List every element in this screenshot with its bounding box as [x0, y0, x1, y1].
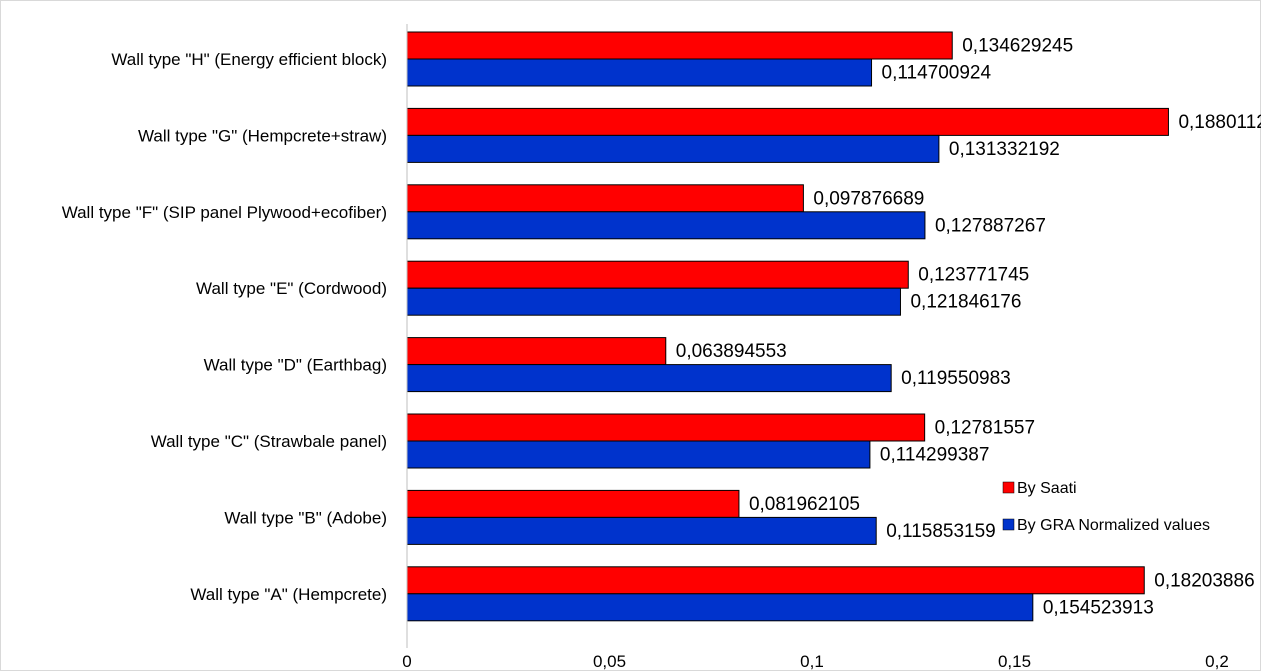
bar-gra: [406, 287, 901, 316]
data-labels: 0,134629245 0,114700924 0,188011235 0,13133…: [676, 36, 1261, 619]
x-tick-label: 0: [402, 652, 411, 671]
bar-saati: [406, 337, 667, 366]
bar-saati: [406, 260, 909, 289]
x-tick-label: 0,15: [998, 652, 1031, 671]
data-label-gra: 0,154523913: [1043, 597, 1154, 618]
data-label-saati: 0,097876689: [813, 188, 924, 209]
bar-gra: [406, 58, 873, 87]
data-label-saati: 0,18203886: [1154, 570, 1254, 591]
data-label-saati: 0,063894553: [676, 341, 787, 362]
bar-saati: [406, 184, 804, 213]
x-tick-label: 0,05: [593, 652, 626, 671]
category-label: Wall type "B" (Adobe): [224, 508, 387, 527]
x-axis: 0 0,05 0,1 0,15 0,2: [402, 24, 1229, 671]
category-label: Wall type "H" (Energy efficient block): [111, 50, 387, 69]
legend-swatch: [1002, 518, 1015, 531]
data-label-gra: 0,127887267: [935, 215, 1046, 236]
bar-gra: [406, 364, 892, 393]
bar-gra: [406, 211, 926, 240]
category-label: Wall type "A" (Hempcrete): [190, 585, 387, 604]
bar-gra: [406, 593, 1034, 622]
legend-label: By Saati: [1017, 480, 1077, 497]
data-label-saati: 0,123771745: [918, 265, 1029, 286]
data-label-gra: 0,119550983: [901, 368, 1011, 389]
category-label: Wall type "C" (Strawbale panel): [151, 432, 387, 451]
legend: By Saati By GRA Normalized values: [1002, 480, 1210, 534]
bar-saati: [406, 489, 740, 518]
data-label-gra: 0,121846176: [910, 292, 1021, 313]
data-label-saati: 0,12781557: [935, 418, 1035, 439]
category-label: Wall type "D" (Earthbag): [204, 356, 387, 375]
bar-gra: [406, 440, 871, 469]
category-labels: Wall type "H" (Energy efficient block) Wa…: [62, 50, 387, 604]
legend-label: By GRA Normalized values: [1017, 517, 1210, 534]
data-label-saati: 0,188011235: [1178, 112, 1261, 133]
bar-gra: [406, 134, 940, 163]
data-label-gra: 0,115853159: [886, 521, 996, 542]
data-label-gra: 0,131332192: [949, 139, 1060, 160]
bars: [406, 31, 1169, 622]
legend-swatch: [1002, 481, 1015, 494]
bar-saati: [406, 413, 926, 442]
x-tick-label: 0,2: [1205, 652, 1229, 671]
data-label-saati: 0,134629245: [962, 36, 1073, 57]
category-label: Wall type "G" (Hempcrete+straw): [138, 126, 387, 145]
bar-gra: [406, 516, 877, 545]
data-label-gra: 0,114299387: [880, 445, 990, 466]
data-label-gra: 0,114700924: [882, 63, 992, 84]
x-tick-label: 0,1: [800, 652, 824, 671]
category-label: Wall type "F" (SIP panel Plywood+ecofibe…: [62, 203, 387, 222]
category-label: Wall type "E" (Cordwood): [196, 279, 387, 298]
data-label-saati: 0,081962105: [749, 494, 860, 515]
bar-saati: [406, 31, 953, 60]
bar-saati: [406, 107, 1169, 136]
bar-saati: [406, 566, 1145, 595]
